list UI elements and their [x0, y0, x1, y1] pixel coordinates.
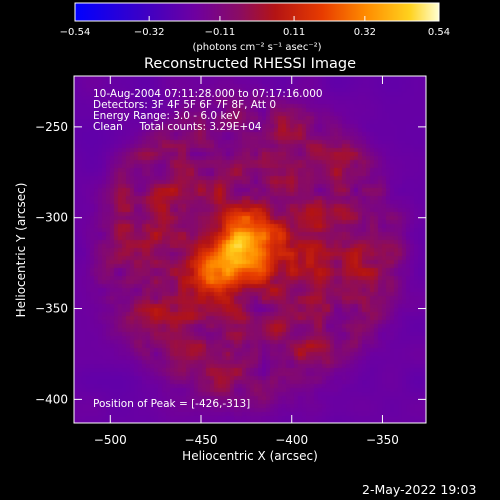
heatmap-image: [74, 76, 426, 423]
colorbar-tick-label: −0.54: [60, 27, 91, 38]
chart-title: Reconstructed RHESSI Image: [144, 56, 356, 72]
peak-position-label: Position of Peak = [-426,-313]: [93, 398, 250, 410]
colorbar-tick-label: −0.32: [134, 27, 165, 38]
plot-frame: [73, 75, 427, 424]
colorbar-frame: [74, 2, 440, 22]
annotation-clean-counts: Clean Total counts: 3.29E+04: [93, 121, 262, 133]
colorbar-gradient: [75, 3, 439, 21]
x-tick-label: −400: [275, 433, 308, 447]
colorbar-tick-label: 0.11: [283, 27, 305, 38]
colorbar-unit-label: (photons cm⁻² s⁻¹ asec⁻²): [192, 42, 321, 53]
annotation-time-range: 10-Aug-2004 07:11:28.000 to 07:17:16.000: [93, 88, 323, 100]
colorbar-tick-label: 0.32: [354, 27, 376, 38]
footer-timestamp: 2-May-2022 19:03: [362, 482, 476, 497]
x-tick-label: −500: [94, 433, 127, 447]
x-tick-label: −350: [366, 433, 399, 447]
x-axis-title: Heliocentric X (arcsec): [182, 449, 318, 463]
annotation-detectors: Detectors: 3F 4F 5F 6F 7F 8F, Att 0: [93, 99, 276, 111]
y-tick-label: −250: [35, 120, 68, 134]
annotation-energy-range: Energy Range: 3.0 - 6.0 keV: [93, 110, 241, 122]
y-axis: −400 −350 −300 −250: [35, 120, 426, 406]
x-tick-label: −450: [185, 433, 218, 447]
colorbar-tick-label: 0.54: [428, 27, 450, 38]
y-tick-label: −400: [35, 392, 68, 406]
y-tick-label: −300: [35, 211, 68, 225]
y-axis-title: Heliocentric Y (arcsec): [14, 183, 28, 318]
colorbar: −0.54 −0.32 −0.11 0.11 0.32 0.54 (photons cm⁻…: [60, 2, 450, 53]
y-tick-label: −350: [35, 302, 68, 316]
colorbar-tick-label: −0.11: [205, 27, 236, 38]
x-axis: −500 −450 −400 −350: [94, 76, 399, 447]
